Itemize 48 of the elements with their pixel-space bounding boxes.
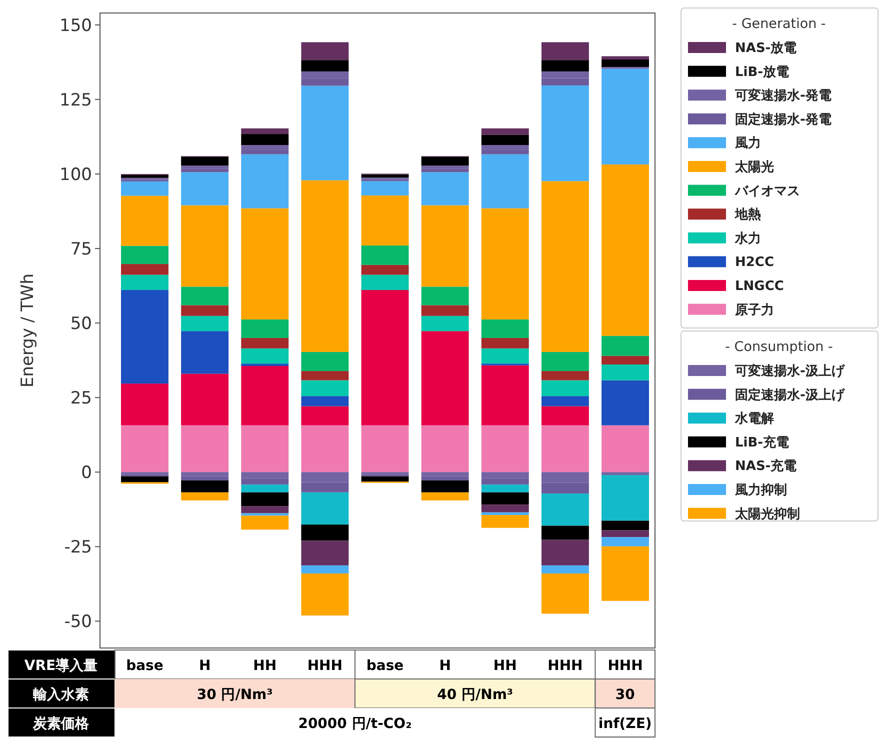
legend-label: バイオマス — [734, 184, 800, 199]
y-tick-label: 0 — [81, 463, 92, 484]
legend-label: H2CC — [735, 255, 774, 270]
text: 輸入水素 — [32, 687, 89, 703]
legend-label: LNGCC — [735, 279, 784, 294]
y-tick-label: 150 — [60, 16, 92, 36]
text: - Consumption - — [725, 339, 833, 355]
x-tick-label: HH — [493, 658, 517, 674]
legend-label: 地熱 — [734, 206, 761, 223]
y-tick-label: 125 — [60, 90, 92, 110]
x-tick-label: HHH — [307, 658, 343, 674]
x-tick-label: H — [439, 658, 451, 674]
legend-label: 太陽光抑制 — [734, 506, 800, 522]
x-tick-label: HHH — [608, 658, 643, 674]
x-tick-label: base — [366, 658, 404, 674]
legend-label: 水電解 — [734, 412, 774, 427]
legend-label: 固定速揚水-汲上げ — [735, 386, 846, 403]
x-tick-label: base — [126, 658, 164, 674]
text: 30 — [615, 687, 636, 703]
legend-label: NAS-放電 — [735, 41, 797, 56]
text: 30 円/Nm³ — [196, 687, 273, 703]
text: 炭素価格 — [32, 716, 90, 732]
text: 40 円/Nm³ — [437, 687, 514, 703]
y-tick-label: 100 — [60, 164, 92, 185]
legend-label: 可変速揚水-汲上げ — [734, 363, 846, 379]
text: 20000 円/t-CO₂ — [298, 716, 412, 732]
text: inf(ZE) — [598, 716, 652, 732]
legend-label: 可変速揚水-発電 — [734, 88, 832, 104]
y-tick-label: 50 — [70, 314, 92, 334]
legend-label: 風力抑制 — [734, 483, 787, 498]
legend-label: LiB-充電 — [735, 434, 790, 450]
legend-label: NAS-充電 — [735, 458, 797, 474]
x-tick-label: HHH — [548, 658, 583, 674]
y-tick-label: 25 — [70, 388, 92, 409]
y-tick-label: -25 — [64, 538, 92, 558]
x-tick-label: H — [198, 658, 211, 674]
legend-label: 固定速揚水-発電 — [735, 111, 832, 128]
legend-label: 太陽光 — [734, 160, 774, 175]
legend-label: LiB-放電 — [735, 64, 790, 80]
legend-title: - Generation - — [732, 16, 826, 32]
text: VRE導入量 — [24, 657, 98, 674]
x-tick-label: HH — [253, 658, 277, 674]
legend-label: 風力 — [734, 136, 761, 152]
y-axis-title: Energy / TWh — [18, 273, 38, 388]
legend-label: 原子力 — [734, 302, 774, 318]
y-tick-label: -50 — [64, 612, 92, 632]
y-tick-label: 75 — [70, 240, 92, 260]
legend-label: 水力 — [734, 231, 761, 246]
